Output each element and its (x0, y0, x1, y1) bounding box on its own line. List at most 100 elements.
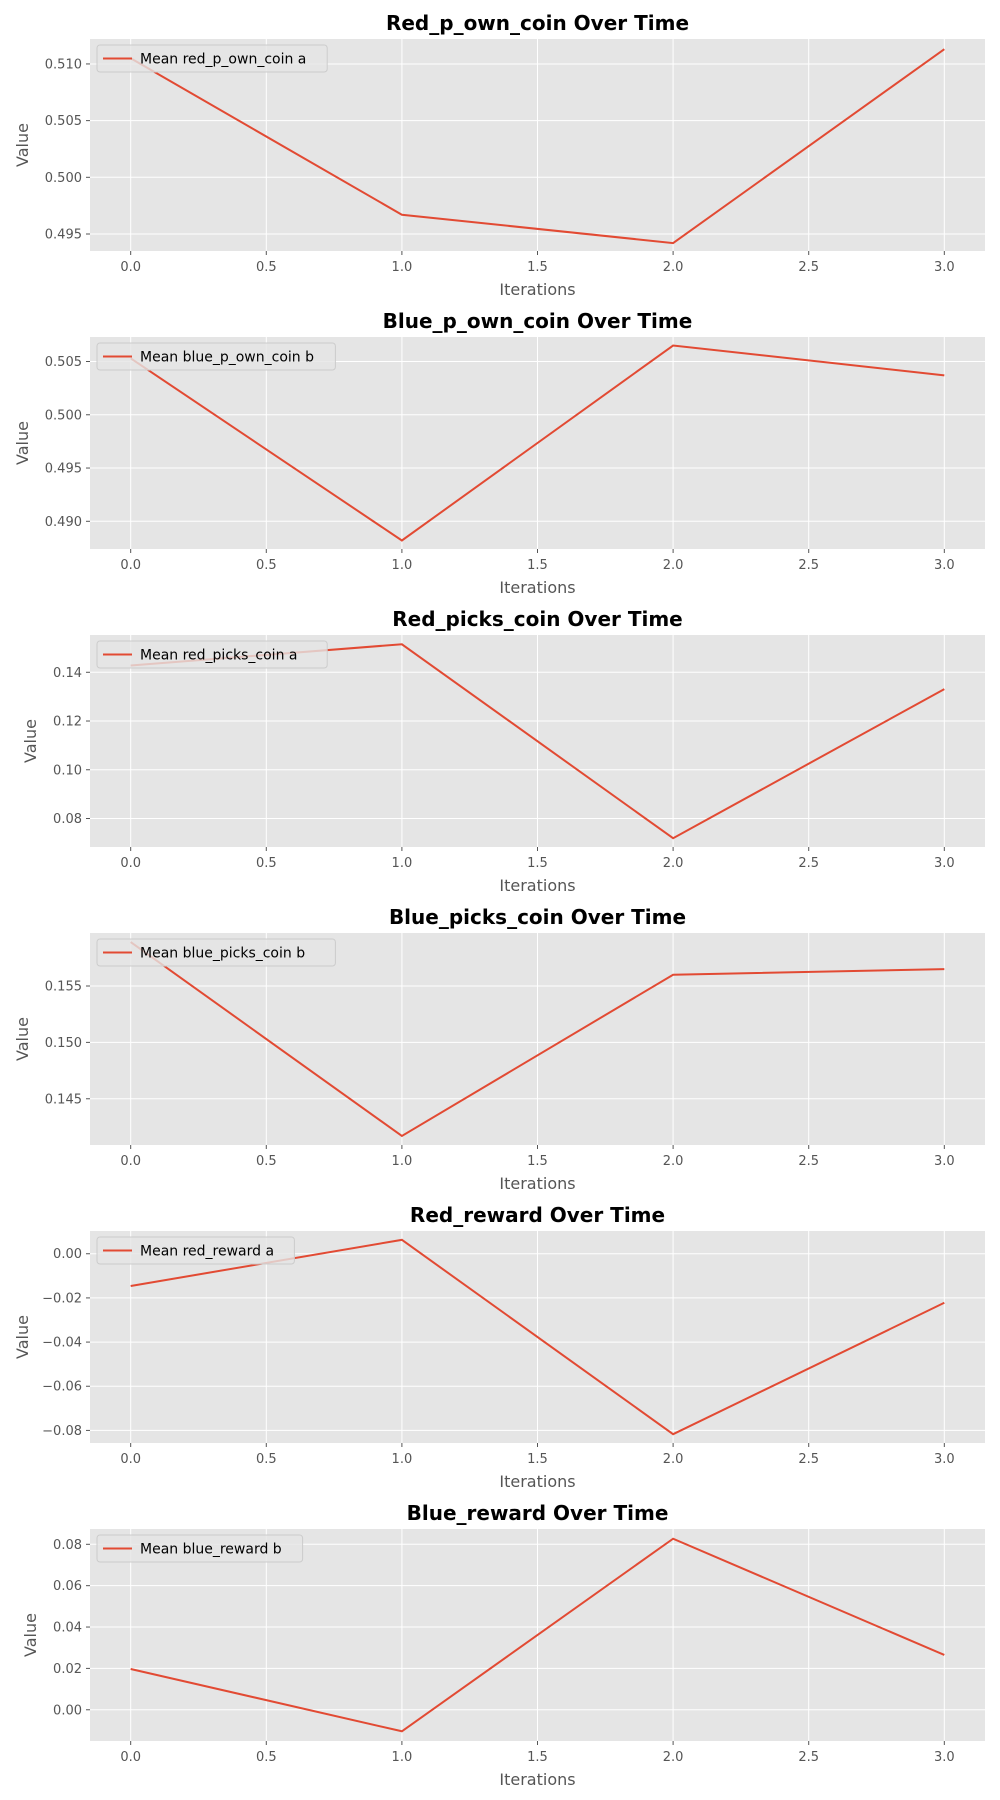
legend: Mean blue_picks_coin b (96, 938, 336, 967)
y-tick-label: 0.490 (45, 515, 82, 530)
subplot-1: Red_p_own_coin Over Time 0.0 0.5 1.0 1.5 2.0 2… (13, 11, 985, 299)
x-axis-label: Iterations (499, 876, 575, 895)
chart-title: Red_p_own_coin Over Time (386, 11, 689, 35)
x-tick-label: 3.0 (934, 558, 955, 573)
y-tick-label: 0.08 (53, 812, 82, 827)
y-tick-label: 0.06 (53, 1579, 82, 1594)
y-axis-label: Value (21, 719, 40, 763)
x-axis-label: Iterations (499, 1174, 575, 1193)
chart-title: Red_picks_coin Over Time (392, 607, 683, 631)
legend: Mean red_reward a (96, 1236, 295, 1265)
x-tick-label: 1.5 (527, 1452, 548, 1467)
y-tick-label: 0.04 (53, 1621, 82, 1636)
x-tick-label: 1.0 (392, 1154, 413, 1169)
y-axis-label: Value (13, 421, 32, 465)
y-axis-label: Value (13, 1017, 32, 1061)
legend: Mean blue_p_own_coin b (96, 342, 336, 371)
y-tick-label: −0.06 (42, 1380, 82, 1395)
y-tick-label: 0.495 (45, 462, 82, 477)
legend-label: Mean red_reward a (140, 1244, 274, 1260)
x-tick-label: 2.0 (663, 1452, 684, 1467)
x-tick-label: 2.0 (663, 558, 684, 573)
y-tick-label: 0.500 (45, 408, 82, 423)
y-tick-label: 0.00 (53, 1247, 82, 1262)
y-tick-label: 0.12 (53, 715, 82, 730)
x-tick-label: 1.5 (527, 260, 548, 275)
x-tick-label: 2.0 (663, 1154, 684, 1169)
x-tick-label: 1.0 (392, 1750, 413, 1765)
y-tick-label: 0.495 (45, 227, 82, 242)
legend-label: Mean blue_p_own_coin b (140, 350, 314, 366)
y-tick-label: −0.04 (42, 1336, 82, 1351)
y-tick-label: 0.145 (45, 1092, 82, 1107)
legend-label: Mean red_picks_coin a (140, 648, 297, 664)
x-tick-label: 2.5 (798, 260, 819, 275)
series-line (130, 1537, 945, 1733)
x-tick-label: 1.0 (392, 856, 413, 871)
legend-box (96, 1534, 304, 1563)
y-tick-label: −0.08 (42, 1424, 82, 1439)
legend: Mean red_picks_coin a (96, 640, 328, 669)
legend: Mean red_p_own_coin a (96, 44, 328, 73)
subplot-4: Blue_picks_coin Over Time 0.0 0.5 1.0 1.5 2.0… (13, 905, 985, 1193)
x-tick-label: 2.5 (798, 1452, 819, 1467)
x-tick-label: 0.0 (120, 558, 141, 573)
y-tick-label: −0.02 (42, 1291, 82, 1306)
x-tick-label: 0.5 (256, 558, 277, 573)
x-tick-label: 2.5 (798, 1750, 819, 1765)
y-tick-label: 0.155 (45, 980, 82, 995)
chart-title: Blue_picks_coin Over Time (389, 905, 686, 929)
x-tick-label: 0.5 (256, 1452, 277, 1467)
legend-box (96, 640, 328, 669)
series-line (130, 941, 945, 1138)
x-tick-label: 0.5 (256, 260, 277, 275)
y-tick-label: 0.02 (53, 1662, 82, 1677)
y-axis-label: Value (13, 1315, 32, 1359)
x-tick-label: 1.5 (527, 1154, 548, 1169)
y-tick-label: 0.00 (53, 1703, 82, 1718)
y-tick-label: 0.510 (45, 57, 82, 72)
x-axis-label: Iterations (499, 280, 575, 299)
x-tick-label: 0.0 (120, 260, 141, 275)
x-tick-label: 0.0 (120, 1452, 141, 1467)
y-tick-label: 0.500 (45, 171, 82, 186)
x-tick-label: 0.0 (120, 856, 141, 871)
y-tick-label: 0.505 (45, 114, 82, 129)
chart-title: Red_reward Over Time (410, 1203, 665, 1227)
x-tick-label: 3.0 (934, 856, 955, 871)
x-tick-label: 0.0 (120, 1154, 141, 1169)
subplot-3: Red_picks_coin Over Time 0.0 0.5 1.0 1.5 2.0 2… (21, 607, 985, 895)
legend-box (96, 938, 336, 967)
x-tick-label: 2.5 (798, 1154, 819, 1169)
subplot-6: Blue_reward Over Time 0.0 0.5 1.0 1.5 2.0 2.5 3… (21, 1501, 985, 1789)
y-axis-label: Value (13, 123, 32, 167)
x-tick-label: 1.0 (392, 558, 413, 573)
chart-title: Blue_reward Over Time (407, 1501, 669, 1525)
x-tick-label: 0.5 (256, 856, 277, 871)
legend-label: Mean red_p_own_coin a (140, 52, 306, 68)
x-tick-label: 2.0 (663, 1750, 684, 1765)
y-tick-label: 0.150 (45, 1036, 82, 1051)
x-axis-label: Iterations (499, 1472, 575, 1491)
x-tick-label: 1.0 (392, 260, 413, 275)
y-tick-label: 0.14 (53, 666, 82, 681)
x-tick-label: 3.0 (934, 1750, 955, 1765)
x-tick-label: 0.5 (256, 1154, 277, 1169)
x-tick-label: 3.0 (934, 1452, 955, 1467)
legend: Mean blue_reward b (96, 1534, 304, 1563)
x-tick-label: 2.0 (663, 260, 684, 275)
legend-box (96, 44, 328, 73)
x-tick-label: 3.0 (934, 1154, 955, 1169)
x-tick-label: 0.5 (256, 1750, 277, 1765)
legend-box (96, 342, 336, 371)
x-tick-label: 1.5 (527, 558, 548, 573)
legend-label: Mean blue_picks_coin b (140, 946, 305, 962)
y-axis-label: Value (21, 1613, 40, 1657)
x-axis-label: Iterations (499, 578, 575, 597)
x-tick-label: 2.5 (798, 558, 819, 573)
x-tick-label: 3.0 (934, 260, 955, 275)
x-axis-label: Iterations (499, 1770, 575, 1789)
legend-box (96, 1236, 295, 1265)
x-tick-label: 2.0 (663, 856, 684, 871)
